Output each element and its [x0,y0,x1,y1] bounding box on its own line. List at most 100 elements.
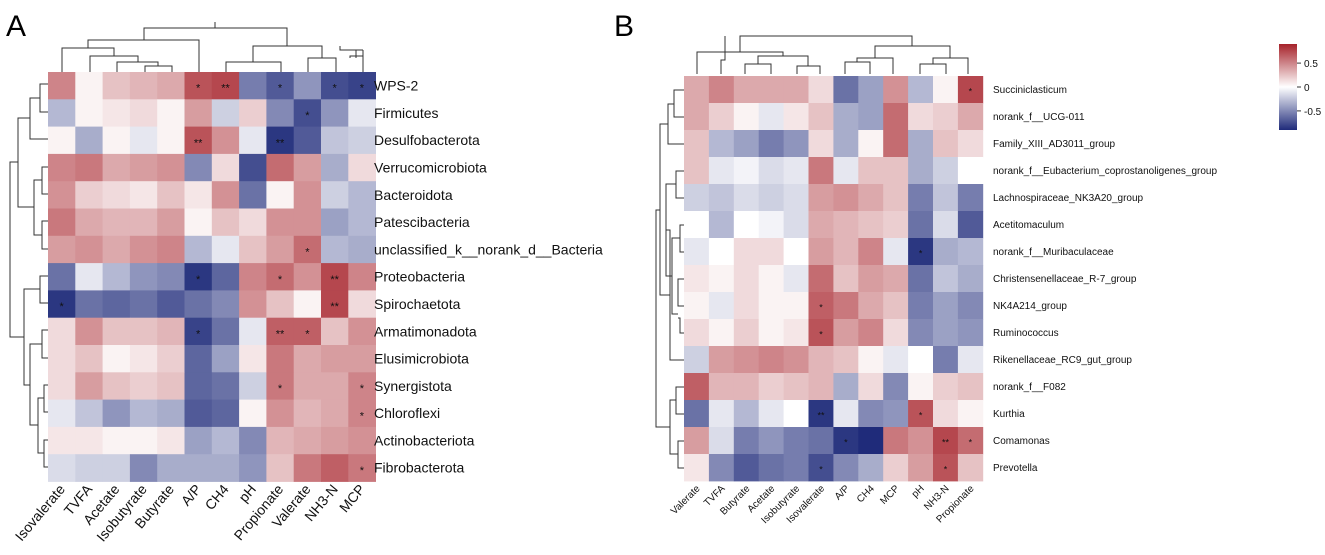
heatmap-cell [48,126,76,155]
heatmap-cell [102,317,131,346]
heatmap-cell [733,400,760,428]
heatmap-cell [957,130,984,158]
heatmap-cell [933,103,959,131]
heatmap-cell [684,157,710,185]
heatmap-cell [266,290,295,319]
heatmap-cell [293,317,322,346]
heatmap-cell [957,265,984,293]
heatmap-cell [933,76,959,104]
heatmap-cell [348,153,376,182]
heatmap-cell [266,72,295,100]
heatmap-cell [75,72,103,100]
heatmap-cell [908,103,934,131]
heatmap-cell [808,211,834,239]
legend-gradient-bar [1279,44,1297,130]
heatmap-cell [348,72,376,100]
heatmap-cell [321,181,349,209]
heatmap-cell [883,346,909,374]
heatmap-cell [48,263,76,291]
heatmap-cell [933,157,959,185]
heatmap-cell [957,427,984,455]
heatmap-cell [266,372,295,400]
heatmap-cell [733,76,760,104]
heatmap-cell [129,290,158,319]
heatmap-cell [293,181,322,209]
heatmap-cell [708,76,735,104]
heatmap-cell [184,235,213,264]
heatmap-cell [684,319,710,347]
heatmap-cell [211,208,240,237]
heatmap-cell [321,372,349,400]
heatmap-cell [48,454,76,482]
heatmap-cell [808,103,834,131]
heatmap-cell [957,184,984,212]
heatmap-cell [708,427,735,455]
heatmap-cell [293,345,322,373]
heatmap-cell [733,454,760,482]
heatmap-cell [293,263,322,291]
heatmap-cell [129,454,158,482]
heatmap-cell [708,400,735,428]
heatmap-cell [157,72,185,100]
heatmap-cell [184,126,213,155]
heatmap-cell [708,103,735,131]
heatmap-cell [833,211,859,239]
significance-mark: * [305,110,310,122]
heatmap-cell [102,399,131,428]
heatmap-cell [758,157,784,185]
heatmap-cell [293,126,322,155]
heatmap-cell [348,99,376,127]
heatmap-cell [783,319,809,347]
heatmap-cell [783,292,809,320]
heatmap-cell [933,130,959,158]
heatmap-cell [266,317,295,346]
row-label: norank_f__F082 [993,382,1066,393]
heatmap-cell [933,211,959,239]
row-label: Spirochaetota [374,296,461,312]
heatmap-cell [708,373,735,401]
heatmap-cell [758,373,784,401]
heatmap-b: ****** ** ** ** * Succiniclasticumnorank_f__… [655,35,1217,526]
heatmap-cell [684,454,710,482]
heatmap-cell [157,372,185,400]
heatmap-cell [733,292,760,320]
heatmap-cell [48,345,76,373]
heatmap-cell [808,373,834,401]
significance-mark: * [919,410,923,420]
significance-mark: ** [330,301,339,313]
significance-mark: ** [221,83,230,95]
significance-mark: * [305,328,310,340]
heatmap-cell [858,373,884,401]
heatmap-cell [783,427,809,455]
row-label: norank_f__UCG-011 [993,112,1085,123]
heatmap-cell [129,345,158,373]
heatmap-cell [266,399,295,428]
heatmap-cell [733,265,760,293]
heatmap-cell [102,372,131,400]
heatmap-cell [293,372,322,400]
heatmap-cell [758,265,784,293]
heatmap-cell [157,345,185,373]
heatmap-cell [858,130,884,158]
heatmap-cell [348,181,376,209]
legend-tick-label: 0 [1304,83,1310,94]
column-labels-b: Valerate TVFAButyrateAcetateIsobutyrateIs… [669,483,977,526]
significance-mark: * [360,83,365,95]
heatmap-cell [129,72,158,100]
row-label: Family_XIII_AD3011_group [993,139,1116,150]
heatmap-cell [48,72,76,100]
heatmap-cell [684,346,710,374]
heatmap-cell [858,346,884,374]
heatmap-cell [184,317,213,346]
heatmap-cell [239,372,267,400]
heatmap-cell [733,103,760,131]
heatmap-cell [75,426,103,455]
significance-mark: * [305,247,310,259]
heatmap-cell [783,157,809,185]
heatmap-cell [908,184,934,212]
heatmap-cell [957,319,984,347]
heatmap-cell [833,454,859,482]
heatmap-cell [733,157,760,185]
heatmap-cell [211,317,240,346]
